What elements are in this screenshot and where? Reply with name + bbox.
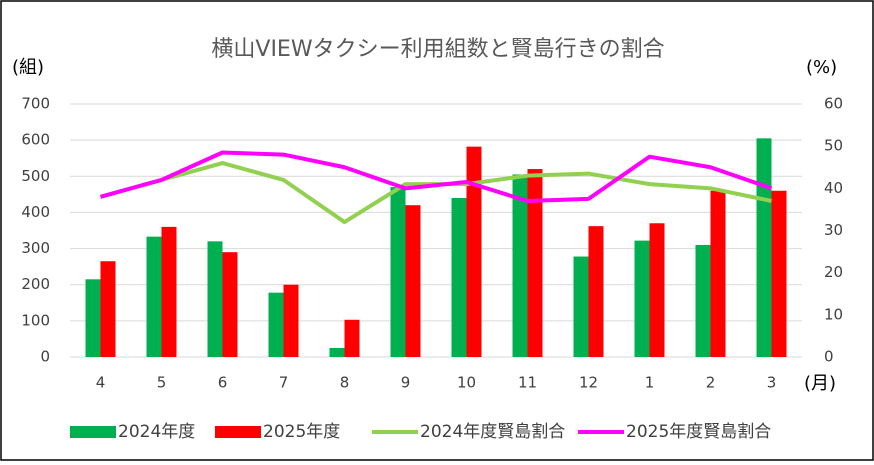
y-tick-label: 300 (21, 239, 50, 257)
x-tick-label: 11 (518, 374, 537, 392)
y2-tick-label: 50 (824, 137, 843, 155)
y-tick-label: 400 (21, 203, 50, 221)
bar (710, 190, 726, 357)
y2-axis-label: (%) (806, 57, 837, 78)
bar (100, 261, 116, 357)
x-tick-label: 12 (579, 374, 598, 392)
bar (649, 223, 665, 357)
y-tick-label: 0 (40, 348, 50, 366)
legend-swatch (70, 426, 116, 438)
bar (512, 174, 528, 357)
bar (405, 205, 421, 357)
bar (588, 226, 604, 357)
legend-label: 2025年度 (263, 422, 340, 442)
x-tick-label: 2 (706, 374, 716, 392)
x-tick-label: 7 (279, 374, 289, 392)
y-tick-label: 600 (21, 131, 50, 149)
bar (695, 244, 711, 357)
bar (756, 138, 772, 357)
bar (451, 197, 467, 357)
x-tick-label: 3 (767, 374, 777, 392)
y2-tick-label: 10 (824, 305, 843, 323)
bar (268, 292, 284, 357)
line (99, 150, 773, 203)
bar (573, 256, 589, 357)
bar (344, 319, 360, 357)
bar (283, 284, 299, 357)
bar (634, 240, 650, 357)
y-tick-label: 200 (21, 275, 50, 293)
y-axis-label: (組) (12, 57, 44, 78)
bar (390, 187, 406, 357)
chart-title: 横山VIEWタクシー利用組数と賢島行きの割合 (211, 37, 664, 62)
bar (207, 241, 223, 357)
legend-label: 2024年度 (118, 422, 195, 442)
bar (146, 236, 162, 357)
x-tick-label: 8 (340, 374, 350, 392)
x-tick-label: 9 (401, 374, 411, 392)
bar (771, 190, 787, 357)
x-tick-label: 6 (218, 374, 228, 392)
legend-swatch (215, 426, 261, 438)
y2-tick-label: 40 (824, 179, 843, 197)
x-axis-label: (月) (804, 373, 836, 394)
x-tick-label: 1 (645, 374, 655, 392)
y2-tick-label: 20 (824, 263, 843, 281)
x-tick-label: 10 (457, 374, 476, 392)
y-tick-label: 500 (21, 167, 50, 185)
y2-tick-label: 60 (824, 95, 843, 113)
bar (161, 226, 177, 357)
bar (85, 279, 101, 357)
y2-tick-label: 30 (824, 221, 843, 239)
y-tick-label: 700 (21, 95, 50, 113)
bar (466, 146, 482, 357)
bar (222, 252, 238, 357)
y-tick-label: 100 (21, 311, 50, 329)
legend-label: 2024年度賢島割合 (420, 422, 565, 442)
y2-tick-label: 0 (824, 348, 834, 366)
bar (527, 169, 543, 357)
bar (329, 347, 345, 357)
x-tick-label: 5 (157, 374, 167, 392)
legend-label: 2025年度賢島割合 (626, 422, 771, 442)
x-tick-label: 4 (96, 374, 106, 392)
